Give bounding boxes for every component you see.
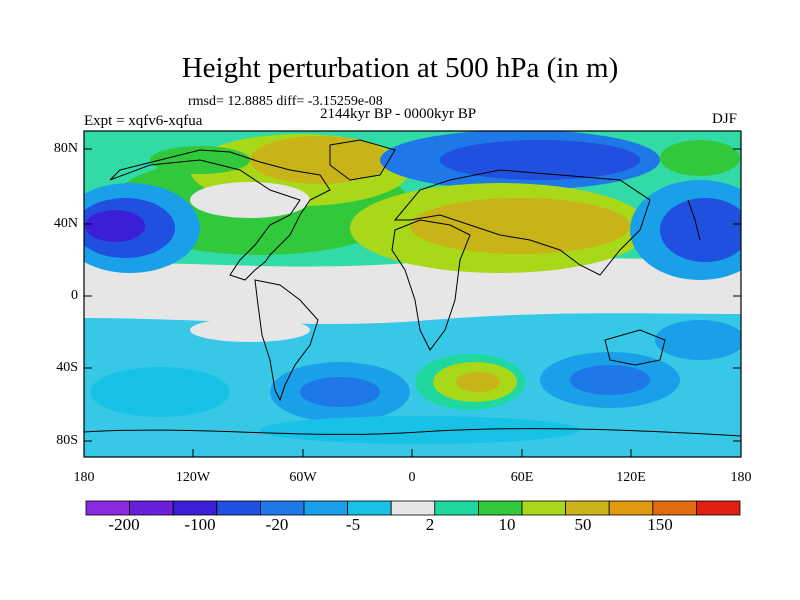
x-tick-180e: 180	[730, 470, 752, 485]
period-label: 2144kyr BP - 0000kyr BP	[320, 106, 477, 122]
colorbar-swatch	[477, 500, 523, 516]
colorbar-label: -5	[345, 515, 361, 534]
colorbar-swatch	[172, 500, 218, 516]
colorbar-label: 50	[574, 515, 592, 534]
x-tick-60e: 60E	[510, 470, 534, 485]
y-tick-80s: 80S	[56, 433, 78, 448]
colorbar-label: -200	[108, 515, 140, 534]
y-tick-0: 0	[71, 288, 78, 303]
colorbar-swatch	[303, 500, 348, 516]
colorbar-swatch	[521, 500, 566, 516]
colorbar-swatch	[434, 500, 479, 516]
x-tick-60w: 60W	[289, 470, 317, 485]
height-perturbation-field	[84, 131, 741, 457]
colorbar-swatch	[652, 500, 697, 516]
stats-line: rmsd= 12.8885 diff= -3.15259e-08	[188, 94, 383, 109]
colorbar-label: -20	[265, 515, 289, 534]
x-tick-120w: 120W	[175, 470, 211, 485]
colorbar-label: 150	[647, 515, 673, 534]
colorbar-swatch	[259, 500, 305, 516]
colorbar-swatch	[696, 500, 741, 516]
colorbar-swatch	[608, 500, 654, 516]
y-tick-40s: 40S	[56, 360, 78, 375]
axis-ticks	[83, 148, 742, 457]
x-tick-120e: 120E	[616, 470, 646, 485]
y-tick-80n: 80N	[53, 141, 78, 156]
colorbar-swatch	[85, 500, 130, 516]
colorbar-swatch	[565, 500, 610, 516]
coastlines	[84, 139, 741, 437]
x-tick-0: 0	[408, 470, 416, 485]
colorbar	[85, 500, 741, 516]
colorbar-swatch	[216, 500, 261, 516]
y-tick-40n: 40N	[53, 216, 78, 231]
x-tick-180w: 180	[73, 470, 95, 485]
colorbar-label: 10	[498, 515, 516, 534]
colorbar-swatch	[129, 500, 174, 516]
colorbar-swatch	[347, 500, 392, 516]
colorbar-label: -100	[184, 515, 216, 534]
map-title: Height perturbation at 500 hPa (in m)	[181, 52, 619, 84]
season-label: DJF	[712, 111, 738, 127]
colorbar-label: 2	[425, 515, 435, 534]
experiment-label: Expt = xqfv6-xqfua	[84, 113, 203, 129]
colorbar-swatch	[390, 500, 436, 516]
